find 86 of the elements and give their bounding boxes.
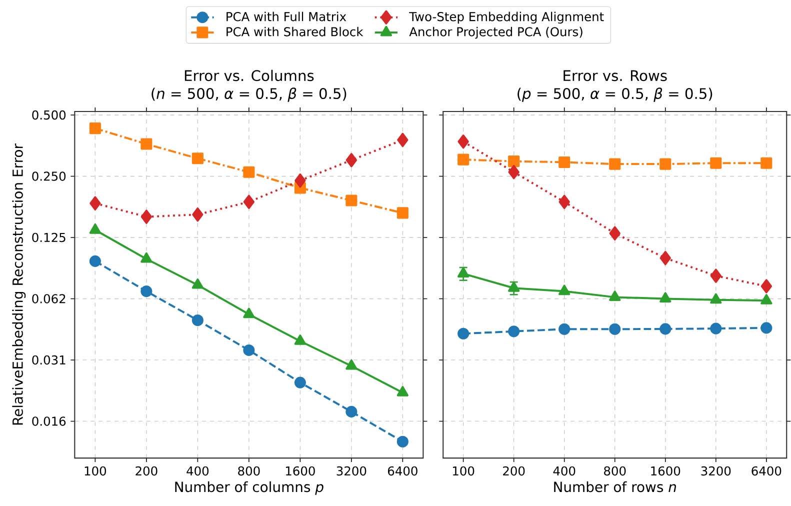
x-tick-label: 6400 — [752, 466, 782, 476]
point — [760, 322, 772, 334]
y-tick-label: 0.016 — [32, 416, 66, 426]
point — [558, 194, 570, 210]
x-axis-title: Number of rows n — [554, 481, 676, 492]
point — [609, 290, 621, 302]
chart-title: Error vs. Columns — [184, 70, 314, 82]
point — [294, 334, 306, 345]
point — [346, 153, 357, 168]
x-tick-label: 3200 — [336, 466, 366, 476]
point — [346, 194, 358, 206]
point — [140, 286, 152, 298]
legend-label: PCA with Shared Block — [226, 26, 364, 36]
point — [294, 376, 306, 388]
point — [710, 322, 722, 334]
legend-label: PCA with Full Matrix — [226, 12, 346, 22]
point — [89, 122, 101, 134]
point — [458, 328, 470, 340]
point — [397, 132, 408, 148]
x-tick-label: 400 — [553, 466, 576, 476]
x-tick-label: 800 — [604, 466, 626, 476]
point — [294, 174, 306, 188]
point — [710, 157, 722, 169]
point — [660, 292, 672, 303]
point — [508, 282, 520, 292]
point — [457, 267, 470, 278]
point — [660, 251, 671, 266]
point — [243, 344, 255, 356]
x-tick-label: 1600 — [286, 466, 315, 476]
point — [346, 406, 358, 418]
point — [396, 386, 408, 396]
point — [192, 278, 204, 289]
point — [609, 226, 620, 241]
point — [660, 323, 672, 335]
x-tick-label: 100 — [452, 466, 474, 476]
point — [458, 154, 470, 166]
point — [192, 208, 204, 222]
point — [140, 210, 152, 224]
point — [90, 196, 101, 211]
point — [140, 138, 152, 150]
legend-label: Anchor Projected PCA (Ours) — [409, 26, 582, 39]
point — [760, 279, 772, 294]
x-tick-label: 200 — [503, 466, 525, 476]
x-tick-label: 3200 — [701, 466, 731, 476]
x-tick-label: 100 — [84, 466, 106, 476]
y-axis-title: RelativeEmbedding Reconstruction Error — [12, 144, 26, 425]
point — [140, 252, 152, 263]
x-tick-label: 400 — [186, 466, 209, 476]
point — [89, 255, 101, 268]
chart-subtitle: (n = 500, α = 0.5, β = 0.5) — [152, 88, 346, 102]
point — [89, 224, 102, 234]
y-tick-label: 0.500 — [32, 110, 66, 120]
y-tick-label: 0.250 — [32, 172, 66, 181]
point — [508, 326, 520, 338]
point — [396, 436, 408, 448]
x-tick-label: 6400 — [388, 466, 418, 476]
point — [396, 207, 408, 219]
point — [346, 359, 358, 370]
x-tick-label: 800 — [238, 466, 260, 476]
point — [558, 323, 570, 335]
point — [710, 293, 722, 304]
chart-title: Error vs. Rows — [564, 70, 667, 82]
y-tick-label: 0.062 — [32, 294, 66, 304]
x-tick-label: 200 — [136, 466, 158, 476]
point — [243, 308, 255, 318]
point — [609, 323, 621, 335]
point — [609, 158, 621, 170]
point — [458, 134, 469, 149]
x-tick-label: 1600 — [651, 466, 680, 476]
point — [508, 156, 520, 168]
point — [192, 152, 204, 164]
point — [558, 156, 570, 168]
x-axis-title: Number of columns p — [175, 481, 324, 495]
legend-label: Two-Step Embedding Alignment — [409, 12, 604, 24]
chart-subtitle: (p = 500, α = 0.5, β = 0.5) — [518, 88, 712, 102]
point — [760, 157, 772, 169]
y-tick-label: 0.125 — [32, 232, 66, 242]
point — [760, 294, 772, 304]
point — [192, 314, 204, 326]
point — [558, 284, 570, 296]
point — [660, 158, 672, 170]
point — [243, 166, 255, 178]
point — [243, 194, 255, 210]
y-tick-label: 0.031 — [32, 355, 66, 365]
point — [508, 165, 520, 180]
point — [710, 268, 722, 283]
